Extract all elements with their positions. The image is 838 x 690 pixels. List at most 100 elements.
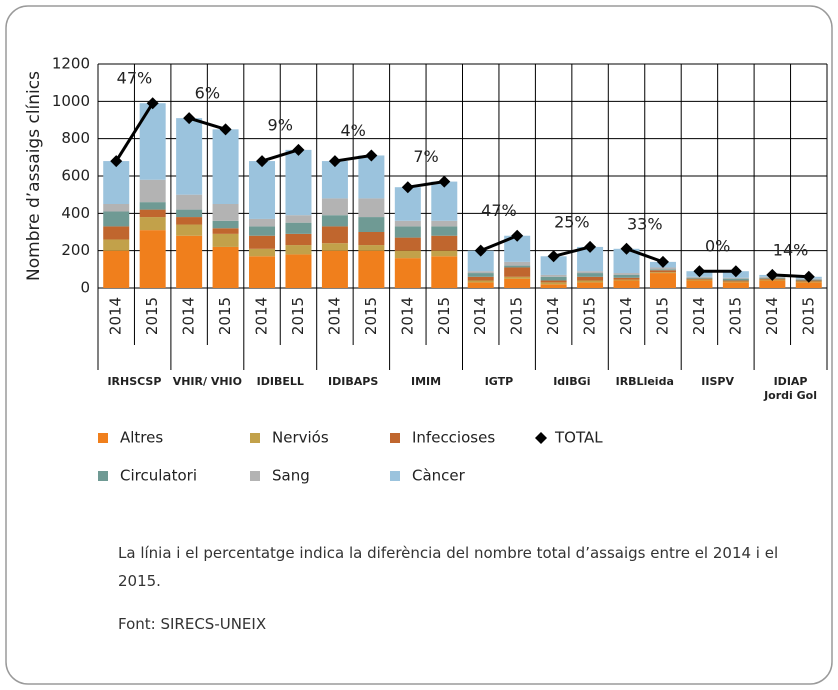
total-line (772, 273, 809, 279)
annotation: 9% (268, 115, 293, 134)
x-tick-label: 2014 (253, 297, 271, 335)
bar-segment (686, 278, 713, 280)
y-tick-label: 200 (61, 241, 90, 259)
bar-segment (504, 261, 531, 266)
x-tick-label: 2014 (471, 297, 489, 335)
legend-swatch (250, 471, 260, 481)
bar-segment (139, 202, 166, 210)
bar-segment (577, 273, 604, 277)
total-marker (620, 242, 633, 255)
total-line (334, 153, 372, 163)
x-tick-label: 2015 (799, 297, 817, 335)
group-label: IdIBGi (553, 375, 590, 388)
bar-segment (394, 220, 421, 227)
bar-segment (321, 226, 348, 244)
total-marker (219, 123, 232, 136)
legend-swatch (250, 433, 260, 443)
legend-swatch (98, 471, 108, 481)
legend-swatch (98, 433, 108, 443)
bar-segment (103, 211, 130, 227)
bar-segment (577, 271, 604, 274)
x-tick-label: 2014 (617, 297, 635, 335)
legend-label: Circulatori (120, 467, 197, 485)
group-label: IISPV (701, 375, 734, 388)
legend-label: Infeccioses (412, 429, 495, 447)
bar-segment (540, 282, 567, 285)
bar-segment (212, 204, 239, 221)
bar-segment (613, 280, 640, 288)
bar-segment (649, 272, 676, 274)
x-tick-label: 2014 (107, 297, 125, 335)
total-line (553, 245, 591, 258)
bar-segment (540, 276, 567, 281)
bar-segment (431, 256, 458, 288)
bar-segment (394, 226, 421, 238)
x-tick-label: 2015 (143, 297, 161, 335)
bar-segment (613, 273, 640, 275)
bar-segment (540, 256, 567, 275)
bar-segment (358, 250, 385, 288)
bar-segment (212, 129, 239, 204)
bar-segment (321, 243, 348, 251)
bar-segment (722, 280, 749, 282)
bar-segment (176, 209, 203, 218)
bar-segment (285, 222, 312, 234)
x-tick-label: 2014 (325, 297, 343, 335)
bar-segment (431, 220, 458, 227)
total-marker (802, 270, 815, 283)
legend-label: Sang (272, 467, 310, 485)
annotation: 47% (481, 201, 517, 220)
bar-segment (686, 280, 713, 288)
annotation: 6% (195, 84, 220, 103)
bar-segment (358, 245, 385, 251)
bar-segment (504, 278, 531, 288)
total-marker (256, 155, 269, 168)
bar-segment (649, 267, 676, 270)
x-tick-label: 2015 (653, 297, 671, 335)
group-label: IDIBELL (257, 375, 304, 388)
total-marker (292, 143, 305, 156)
group-label: IRBLleida (616, 375, 674, 388)
total-marker (693, 265, 706, 278)
source: Font: SIRECS-UNEIX (118, 615, 267, 633)
total-marker (474, 244, 487, 257)
bar-segment (139, 209, 166, 218)
y-tick-label: 1000 (52, 92, 90, 110)
x-tick-label: 2015 (726, 297, 744, 335)
x-tick-label: 2014 (180, 297, 198, 335)
x-tick-label: 2014 (544, 297, 562, 335)
legend-label: Altres (120, 429, 163, 447)
bar-segment (577, 280, 604, 283)
bar-segment (467, 271, 494, 274)
bar-segment (139, 217, 166, 231)
bar-segment (358, 232, 385, 246)
bar-segment (321, 198, 348, 216)
bar-segment (722, 278, 749, 281)
bar-segment (649, 270, 676, 273)
x-tick-label: 2015 (581, 297, 599, 335)
legend-label: TOTAL (554, 429, 603, 447)
group-label: VHIR/ VHIO (173, 375, 242, 388)
bar-segment (176, 217, 203, 225)
total-marker (110, 155, 123, 168)
x-tick-label: 2014 (690, 297, 708, 335)
bar-segment (139, 230, 166, 288)
bar-segment (649, 273, 676, 288)
total-marker (511, 229, 524, 242)
bar-segment (394, 258, 421, 288)
group-label: IMIM (411, 375, 441, 388)
bar-segment (467, 273, 494, 277)
bar-segment (686, 276, 713, 278)
legend-swatch (390, 471, 400, 481)
bar-segment (103, 204, 130, 212)
bar-segment (431, 181, 458, 221)
bar-segment (686, 277, 713, 279)
bar-segment (577, 282, 604, 288)
total-line (626, 247, 664, 264)
legend-swatch (390, 433, 400, 443)
annotation: 14% (773, 240, 809, 259)
bar-segment (285, 245, 312, 255)
bar-segment (686, 279, 713, 281)
x-tick-label: 2015 (216, 297, 234, 335)
bar-segment (358, 198, 385, 218)
